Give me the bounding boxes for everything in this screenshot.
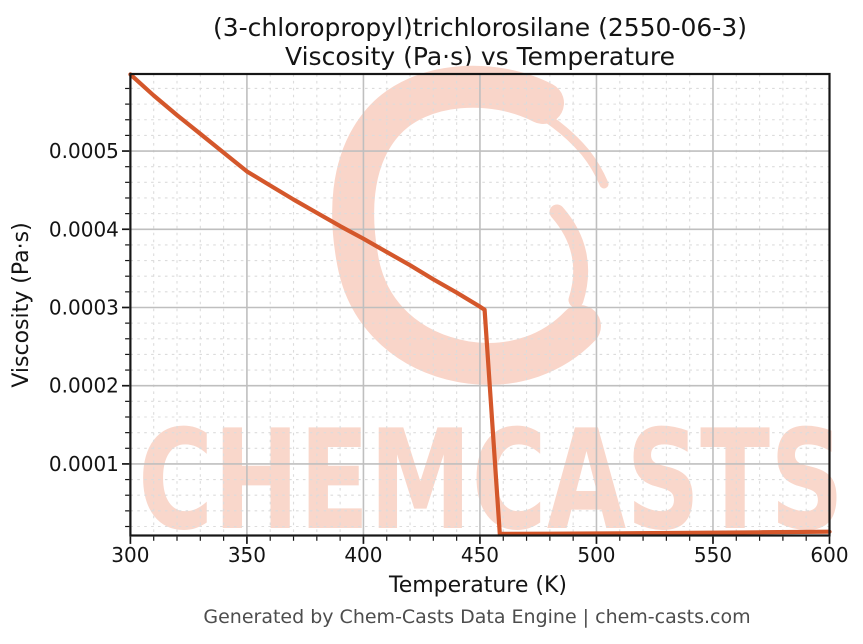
x-tick-label: 350 bbox=[228, 543, 266, 567]
y-tick-label: 0.0003 bbox=[49, 295, 119, 319]
chart-title: (3-chloropropyl)trichlorosilane (2550-06… bbox=[130, 13, 830, 71]
viscosity-curve bbox=[128, 72, 832, 536]
chart-title-line1: (3-chloropropyl)trichlorosilane (2550-06… bbox=[213, 13, 747, 42]
y-tick-label: 0.0001 bbox=[49, 452, 119, 476]
y-tick-label: 0.0002 bbox=[49, 374, 119, 398]
axis-tick-labels: 300 350 400 450 500 550 600 0.0001 0.0002 0.0003 0… bbox=[49, 139, 849, 567]
x-tick-label: 450 bbox=[461, 543, 499, 567]
x-tick-label: 550 bbox=[694, 543, 732, 567]
x-tick-label: 600 bbox=[810, 543, 848, 567]
axis-tick-marks bbox=[122, 87, 831, 544]
chemcasts-logo-icon bbox=[332, 65, 609, 385]
x-axis-label: Temperature (K) bbox=[388, 573, 567, 598]
x-tick-label: 500 bbox=[577, 543, 615, 567]
footer-credit: Generated by Chem-Casts Data Engine | ch… bbox=[203, 606, 750, 628]
plot-border bbox=[129, 72, 831, 537]
watermark-layer: CHEMCASTS bbox=[138, 65, 844, 561]
x-tick-label: 300 bbox=[111, 543, 149, 567]
y-axis-label: Viscosity (Pa·s) bbox=[9, 222, 34, 387]
x-tick-label: 400 bbox=[344, 543, 382, 567]
y-tick-label: 0.0004 bbox=[49, 217, 119, 241]
y-tick-label: 0.0005 bbox=[49, 139, 119, 163]
